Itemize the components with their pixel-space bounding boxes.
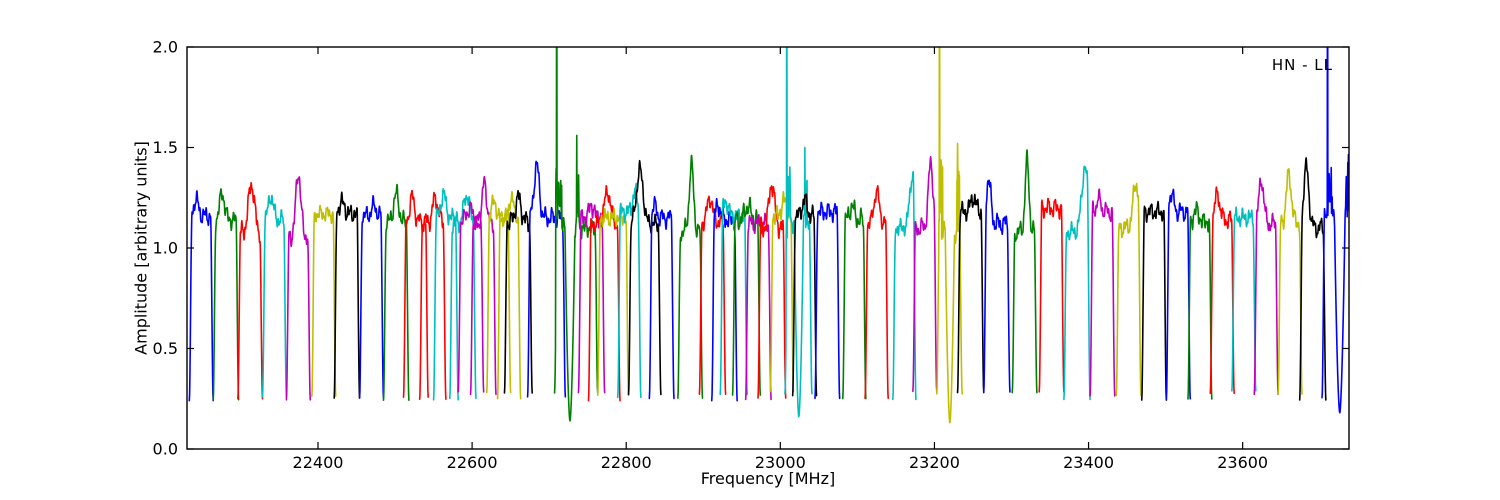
x-tick-label: 23000 [755,453,806,472]
spectral-window-trace [1231,206,1257,392]
baseline-annotation: HN - LL [1271,56,1333,74]
y-tick-label: 0.0 [153,440,178,459]
spectral-window-trace [448,194,477,400]
spectral-window-trace [1165,188,1192,400]
spectral-window-trace [648,195,675,400]
spectral-window-trace [188,190,214,402]
spectral-window-trace [596,206,630,397]
x-axis-label: Frequency [MHz] [700,469,836,488]
spectral-window-trace [912,156,938,393]
spectral-window-trace [956,193,985,394]
x-tick-label: 22800 [601,453,652,472]
spectral-window-trace [757,185,787,399]
spectral-window-trace [418,191,447,400]
y-axis-label: Amplitude [arbitrary units] [131,141,151,355]
spectral-window-trace [1253,177,1279,396]
spectral-window-trace [1038,197,1065,393]
spectral-window-trace [616,182,642,399]
spectral-window-trace [731,196,762,396]
y-tick-label: 1.0 [153,239,178,258]
spectral-window-trace [1277,168,1303,395]
y-tick-label: 1.5 [153,138,178,157]
spectral-window-trace [814,201,841,400]
spectral-window-trace [358,195,385,399]
x-tick-label: 22400 [293,453,344,472]
spectral-window-trace [1187,200,1213,400]
spectral-window-trace [503,189,534,394]
spectral-window-trace [1063,165,1091,401]
spectral-window-trace [784,47,813,418]
spectral-window-trace [892,170,917,401]
spectral-window-trace [311,204,337,397]
spectral-window-trace [382,183,410,402]
spectral-window-trace [212,188,240,401]
spectral-window-trace [935,47,963,424]
spectral-window-trace [864,184,890,400]
spectral-window-trace [469,175,497,396]
spectral-window-trace [982,179,1011,393]
traces-group [188,47,1349,424]
x-tick-label: 22600 [447,453,498,472]
y-tick-label: 0.5 [153,339,178,358]
spectral-window-trace [1140,200,1168,401]
x-tick-label: 23400 [1063,453,1114,472]
spectral-window-trace [285,176,312,401]
spectral-window-trace [1209,186,1235,395]
spectral-window-trace [237,181,264,400]
spectral-window-trace [457,201,485,393]
spectral-window-trace [677,154,704,399]
spectral-window-trace [261,194,288,398]
spectral-window-trace [496,190,522,400]
spectral-window-trace [526,160,567,398]
spectral-window-trace [333,191,361,399]
spectral-window-trace [1115,182,1142,397]
spectral-window-trace [587,184,621,402]
spectral-window-trace [627,159,662,396]
spectral-window-trace [791,193,818,397]
spectral-window-trace [1011,149,1038,394]
y-tick-label: 2.0 [153,38,178,57]
spectral-window-trace [1089,188,1116,397]
x-tick-label: 23600 [1217,453,1268,472]
x-tick-label: 23200 [909,453,960,472]
spectral-window-trace [841,199,867,400]
spectral-window-trace [1298,157,1327,401]
